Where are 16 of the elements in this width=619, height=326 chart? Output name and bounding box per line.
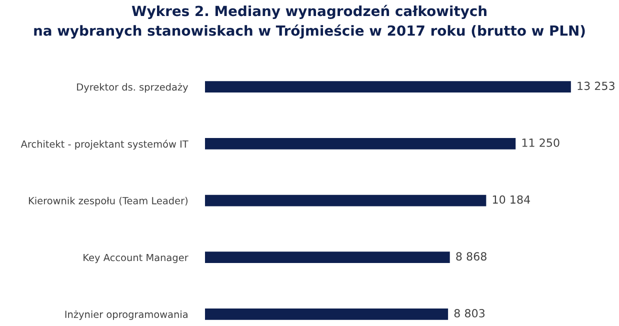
- y-tick-label: Architekt - projektant systemów IT: [20, 140, 188, 150]
- data-label: 8 803: [454, 309, 485, 318]
- data-label: 13 253: [578, 82, 614, 90]
- y-tick-label: Inżynier oprogramowania: [65, 310, 188, 320]
- y-tick-label: Key Account Manager: [84, 254, 188, 264]
- data-label: 11 250: [522, 138, 560, 147]
- y-tick-label: Dyrektor ds. sprzedaży: [77, 83, 188, 93]
- y-tick-label: Kierownik zespołu (Team Leader): [28, 196, 188, 206]
- data-label: 10 184: [492, 195, 530, 204]
- bar: [205, 308, 448, 320]
- chart-title: Wykres 2. Mediany wynagrodzeń całkowitych na wybranych stanowiskach w Trójmieście w 2017 roku (brutto w PLN): [34, 4, 585, 39]
- bar: [205, 81, 571, 93]
- bar: [205, 252, 450, 264]
- bar: [205, 194, 486, 206]
- bar: [205, 138, 516, 150]
- data-label: 8 868: [456, 252, 486, 261]
